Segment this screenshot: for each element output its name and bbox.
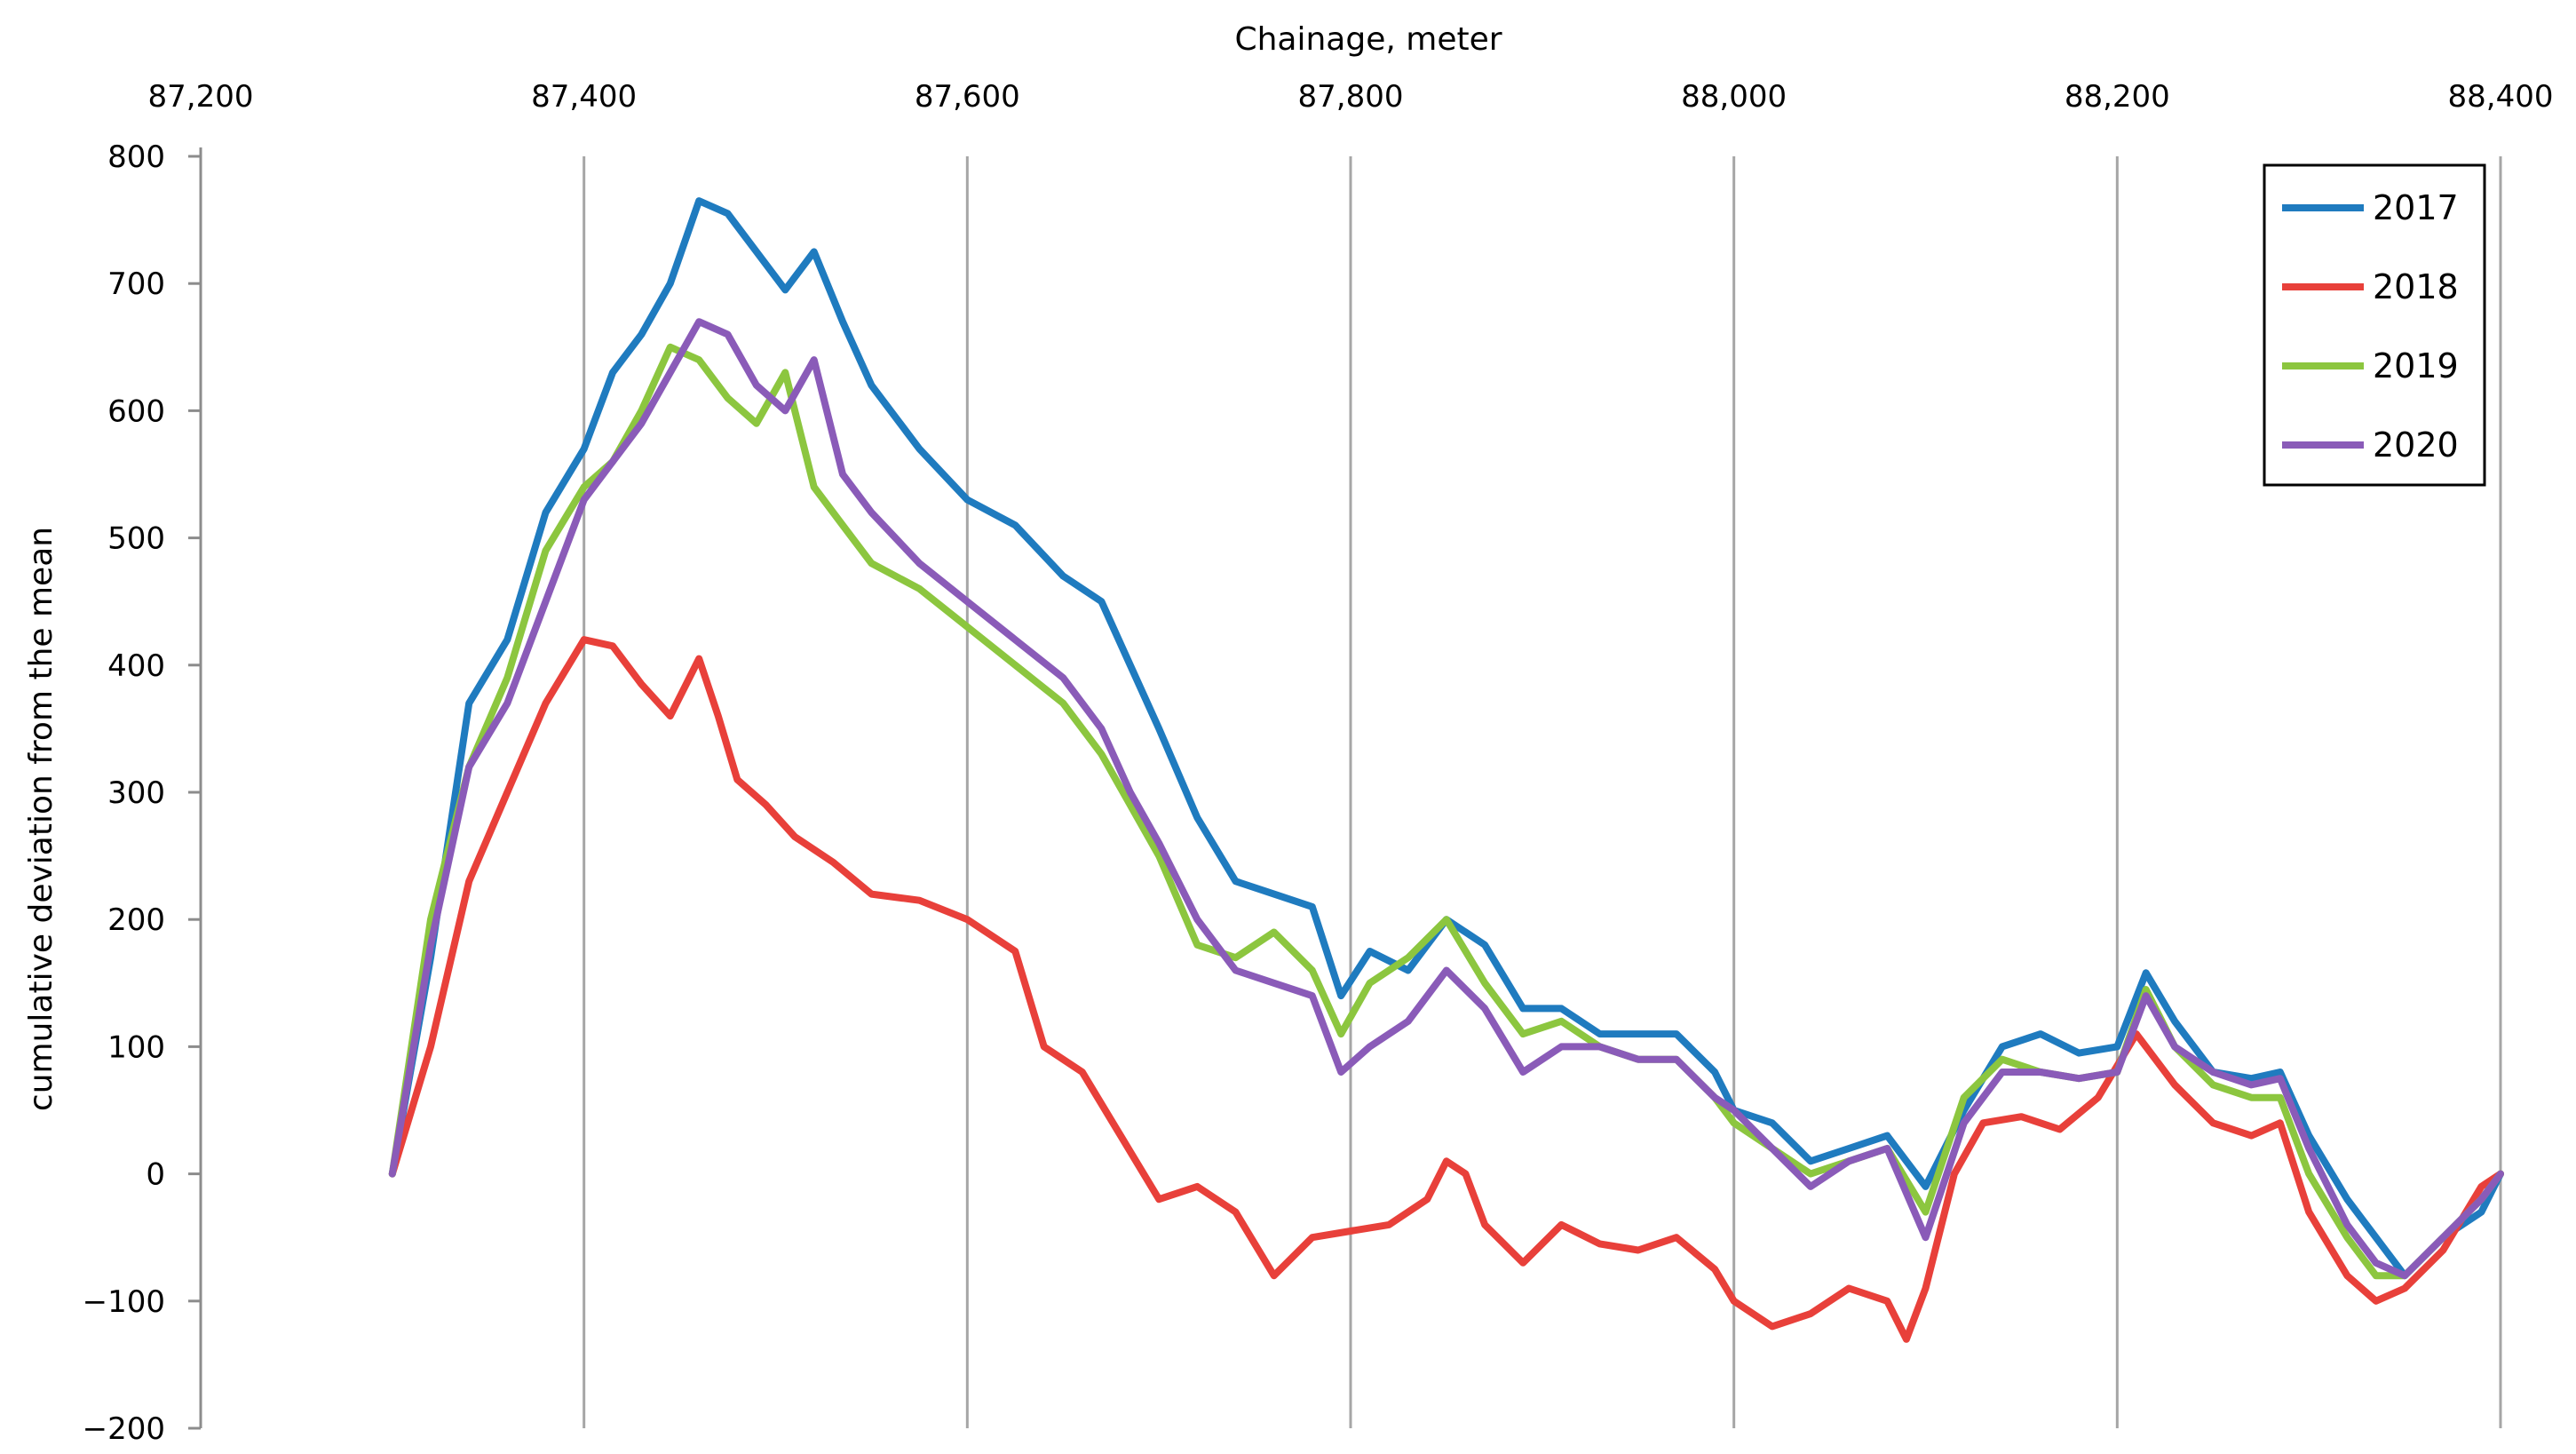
- x-tick-label: 87,800: [1298, 79, 1404, 115]
- legend-label-2017: 2017: [2373, 188, 2459, 227]
- x-tick-label: 88,400: [2448, 79, 2554, 115]
- y-tick-label: 800: [107, 139, 165, 175]
- y-tick-label: 0: [146, 1157, 165, 1193]
- legend-label-2019: 2019: [2373, 346, 2459, 385]
- x-tick-label: 87,200: [148, 79, 254, 115]
- y-tick-label: 300: [107, 775, 165, 811]
- y-tick-label: −200: [83, 1411, 165, 1447]
- legend-label-2018: 2018: [2373, 267, 2459, 306]
- y-tick-label: 700: [107, 266, 165, 302]
- x-tick-label: 87,400: [531, 79, 637, 115]
- axes: [188, 147, 202, 1430]
- y-axis-title: cumulative deviation from the mean: [23, 527, 59, 1111]
- x-tick-label: 87,600: [915, 79, 1020, 115]
- gridlines: [583, 156, 2502, 1428]
- y-tick-labels: 800 700 600 500 400 300 200 100 0 −100 −200: [83, 139, 165, 1447]
- y-tick-label: 400: [107, 648, 165, 684]
- x-axis-title: Chainage, meter: [1234, 21, 1502, 58]
- series-line-2020: [388, 318, 2504, 1280]
- series-lines: [388, 197, 2504, 1343]
- x-tick-label: 88,000: [1681, 79, 1787, 115]
- x-tick-label: 88,200: [2065, 79, 2170, 115]
- y-tick-label: −100: [83, 1284, 165, 1320]
- y-tick-label: 100: [107, 1029, 165, 1065]
- y-tick-label: 200: [107, 902, 165, 938]
- series-line-2018: [388, 636, 2504, 1343]
- x-tick-labels: 87,200 87,400 87,600 87,800 88,000 88,200 88,4…: [148, 79, 2554, 115]
- legend: 2017 2018 2019 2020: [2263, 163, 2486, 487]
- y-tick-label: 500: [107, 521, 165, 557]
- y-tick-label: 600: [107, 393, 165, 429]
- legend-box: [2263, 163, 2486, 487]
- legend-label-2020: 2020: [2373, 425, 2459, 465]
